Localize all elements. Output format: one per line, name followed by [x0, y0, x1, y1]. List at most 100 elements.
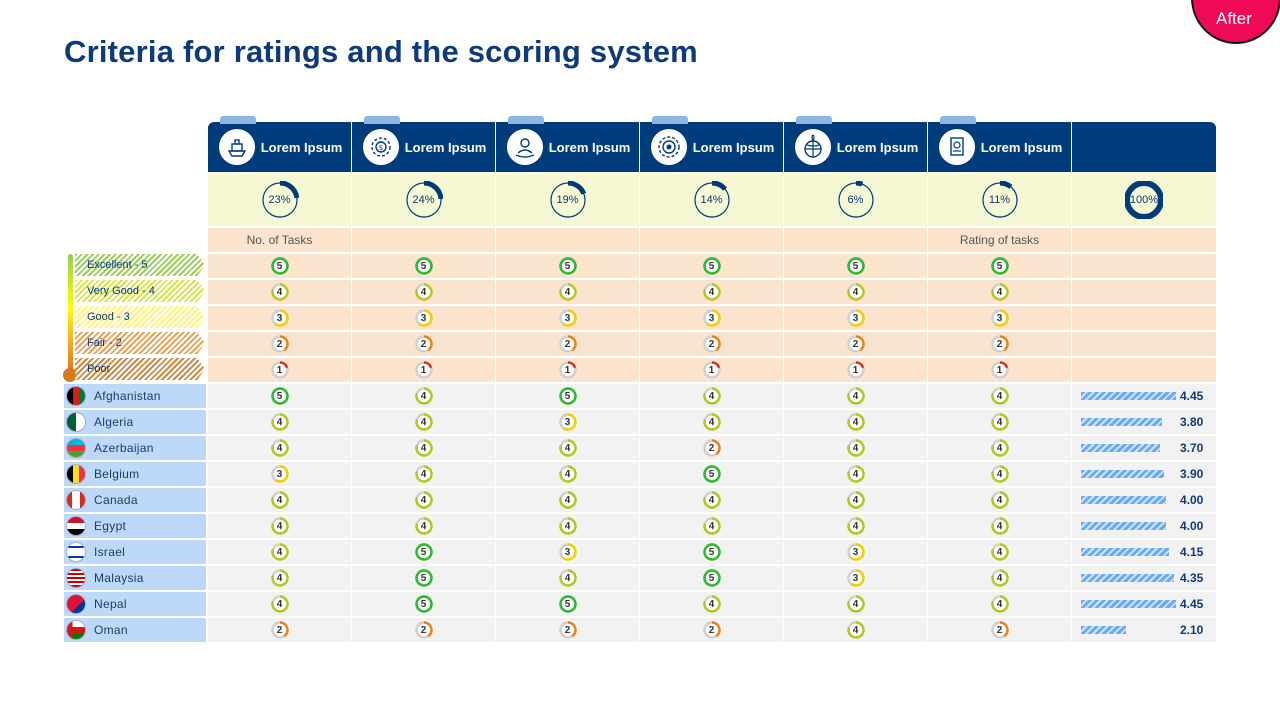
weight-cell-3: 19%	[496, 174, 639, 226]
scale-badge-5: 5	[702, 257, 721, 275]
table-cell: 5	[496, 384, 639, 408]
column-header-label: Lorem Ipsum	[836, 139, 919, 155]
rating-number: 4	[276, 494, 283, 506]
rating-number: 4	[708, 390, 715, 402]
table-cell: 4	[928, 540, 1071, 564]
table-cell: 5	[208, 384, 351, 408]
rating-badge: 4	[846, 387, 865, 405]
scale-cell	[1072, 254, 1216, 278]
column-header-label: Lorem Ipsum	[692, 139, 775, 155]
score-value: 4.45	[1180, 389, 1204, 403]
scale-cell: 5	[208, 254, 351, 278]
table-cell: 3	[208, 462, 351, 486]
country-row-label: Oman	[64, 618, 206, 642]
rating-number: 4	[276, 546, 283, 558]
scale-badge-4: 4	[558, 283, 577, 301]
weight-cell-5: 6%	[784, 174, 927, 226]
country-row-label: Nepal	[64, 592, 206, 616]
rating-badge: 4	[846, 413, 865, 431]
rating-badge: 4	[702, 595, 721, 613]
rating-badge: 5	[270, 387, 289, 405]
country-name: Oman	[94, 623, 128, 637]
score-bar	[1081, 600, 1176, 608]
scale-label-1: Poor	[75, 358, 205, 380]
rating-number: 4	[996, 520, 1003, 532]
table-cell: 4	[352, 410, 495, 434]
table-cell: 5	[352, 540, 495, 564]
scale-cell: 1	[640, 358, 783, 382]
score-bar	[1081, 418, 1162, 426]
header-tab	[940, 116, 976, 124]
weight-cell-total: 100%	[1072, 174, 1216, 226]
table-cell: 4	[208, 592, 351, 616]
rating-number: 2	[708, 338, 715, 350]
rating-number: 4	[708, 494, 715, 506]
scale-badge-2: 2	[702, 335, 721, 353]
scale-badge-2: 2	[558, 335, 577, 353]
rating-badge: 4	[270, 413, 289, 431]
note-cell-5	[784, 228, 927, 252]
rating-badge: 4	[270, 491, 289, 509]
rating-number: 1	[852, 364, 859, 376]
scale-badge-1: 1	[990, 361, 1009, 379]
azerbaijan-flag	[66, 438, 86, 458]
rating-number: 4	[996, 442, 1003, 454]
scale-badge-1: 1	[558, 361, 577, 379]
rating-number: 3	[276, 468, 283, 480]
scale-cell: 1	[496, 358, 639, 382]
column-header-4: Lorem Ipsum	[640, 122, 783, 172]
table-cell: 4	[496, 514, 639, 538]
rating-badge: 4	[414, 517, 433, 535]
scale-cell: 2	[208, 332, 351, 356]
rating-badge: 4	[558, 465, 577, 483]
note-cell-7	[1072, 228, 1216, 252]
table-cell: 5	[640, 566, 783, 590]
table-cell: 4	[496, 462, 639, 486]
score-value: 4.35	[1180, 571, 1204, 585]
rating-number: 1	[276, 364, 283, 376]
percent-label: 11%	[988, 194, 1011, 206]
scale-badge-4: 4	[846, 283, 865, 301]
score-bar	[1081, 392, 1176, 400]
scale-badge-5: 5	[558, 257, 577, 275]
algeria-flag	[66, 412, 86, 432]
rating-number: 4	[276, 442, 283, 454]
scale-cell: 2	[640, 332, 783, 356]
rating-number: 4	[564, 468, 571, 480]
table-cell: 4	[496, 488, 639, 512]
scale-cell: 4	[496, 280, 639, 304]
column-header-3: Lorem Ipsum	[496, 122, 639, 172]
column-header-6: Lorem Ipsum	[928, 122, 1071, 172]
rating-number: 5	[276, 390, 283, 402]
rating-number: 2	[852, 338, 859, 350]
rating-badge: 5	[558, 387, 577, 405]
rating-number: 3	[852, 312, 859, 324]
rating-number: 5	[564, 260, 571, 272]
scale-label-5: Excellent - 5	[75, 254, 205, 276]
rating-number: 4	[996, 546, 1003, 558]
country-name: Nepal	[94, 597, 127, 611]
rating-badge: 4	[270, 595, 289, 613]
scale-cell: 5	[928, 254, 1071, 278]
scale-cell: 2	[496, 332, 639, 356]
header-tab	[652, 116, 688, 124]
scale-badge-3: 3	[558, 309, 577, 327]
score-value: 4.45	[1180, 597, 1204, 611]
scale-cell: 4	[208, 280, 351, 304]
table-cell: 4	[208, 540, 351, 564]
score-value: 2.10	[1180, 623, 1204, 637]
scale-cell: 1	[928, 358, 1071, 382]
scale-badge-2: 2	[846, 335, 865, 353]
country-row-label: Israel	[64, 540, 206, 564]
header-tab	[364, 116, 400, 124]
table-cell: 4	[928, 384, 1071, 408]
scale-badge-5: 5	[414, 257, 433, 275]
table-cell: 5	[352, 592, 495, 616]
rating-badge: 4	[558, 491, 577, 509]
rating-number: 2	[996, 624, 1003, 636]
rating-badge: 3	[846, 543, 865, 561]
score-bar	[1081, 548, 1169, 556]
weight-cell-2: 24%	[352, 174, 495, 226]
percent-label: 100%	[1129, 194, 1159, 206]
country-row-label: Egypt	[64, 514, 206, 538]
